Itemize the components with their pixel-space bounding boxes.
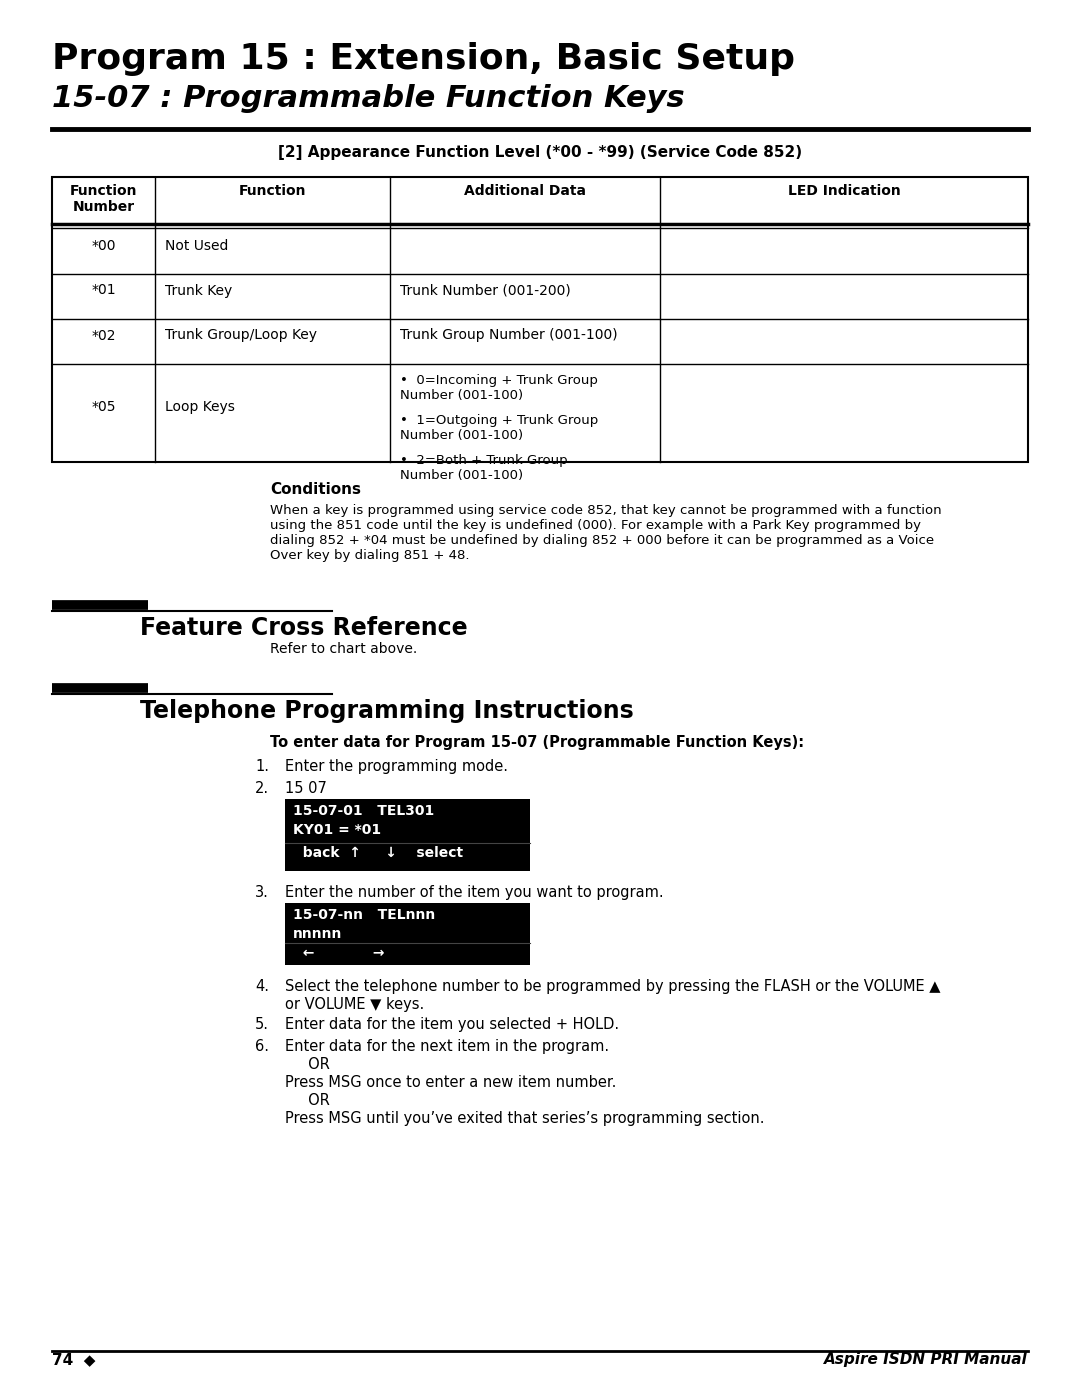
Text: 2.: 2. xyxy=(255,781,269,796)
Text: Loop Keys: Loop Keys xyxy=(165,400,234,414)
Text: Trunk Group/Loop Key: Trunk Group/Loop Key xyxy=(165,328,318,342)
Text: nnnnn: nnnnn xyxy=(293,928,342,942)
Text: Function
Number: Function Number xyxy=(70,184,137,214)
Text: Program 15 : Extension, Basic Setup: Program 15 : Extension, Basic Setup xyxy=(52,42,795,75)
Text: To enter data for Program 15-07 (Programmable Function Keys):: To enter data for Program 15-07 (Program… xyxy=(270,735,805,750)
Bar xyxy=(285,902,530,965)
Text: Function: Function xyxy=(239,184,307,198)
Text: ←            →: ← → xyxy=(293,946,384,960)
Text: Press MSG until you’ve exited that series’s programming section.: Press MSG until you’ve exited that serie… xyxy=(285,1111,765,1126)
Text: 3.: 3. xyxy=(255,886,269,900)
Text: •  1=Outgoing + Trunk Group
Number (001-100): • 1=Outgoing + Trunk Group Number (001-1… xyxy=(400,414,598,441)
Text: KY01 = *01: KY01 = *01 xyxy=(293,823,381,837)
Text: Feature Cross Reference: Feature Cross Reference xyxy=(140,616,468,640)
Text: Select the telephone number to be programmed by pressing the FLASH or the VOLUME: Select the telephone number to be progra… xyxy=(285,979,941,995)
Text: 15-07 : Programmable Function Keys: 15-07 : Programmable Function Keys xyxy=(52,84,685,113)
Text: 5.: 5. xyxy=(255,1017,269,1032)
Text: Enter the number of the item you want to program.: Enter the number of the item you want to… xyxy=(285,886,663,900)
Text: [2] Appearance Function Level (*00 - *99) (Service Code 852): [2] Appearance Function Level (*00 - *99… xyxy=(278,145,802,161)
Text: 1.: 1. xyxy=(255,759,269,774)
Text: Trunk Group Number (001-100): Trunk Group Number (001-100) xyxy=(400,328,618,342)
Text: •  2=Both + Trunk Group
Number (001-100): • 2=Both + Trunk Group Number (001-100) xyxy=(400,454,568,482)
Text: *05: *05 xyxy=(91,400,116,414)
Text: OR: OR xyxy=(285,1092,329,1108)
Text: Refer to chart above.: Refer to chart above. xyxy=(270,643,417,657)
Text: Telephone Programming Instructions: Telephone Programming Instructions xyxy=(140,698,634,724)
Text: Conditions: Conditions xyxy=(270,482,361,497)
Text: *02: *02 xyxy=(91,328,116,342)
Text: Enter data for the next item in the program.: Enter data for the next item in the prog… xyxy=(285,1039,609,1053)
Text: LED Indication: LED Indication xyxy=(787,184,901,198)
Text: Additional Data: Additional Data xyxy=(464,184,586,198)
Text: 15 07: 15 07 xyxy=(285,781,327,796)
Text: 6.: 6. xyxy=(255,1039,269,1053)
Text: 15-07-nn   TELnnn: 15-07-nn TELnnn xyxy=(293,908,435,922)
Text: Trunk Key: Trunk Key xyxy=(165,284,232,298)
Text: 74  ◆: 74 ◆ xyxy=(52,1352,95,1368)
Bar xyxy=(52,177,1028,462)
Text: 15-07-01   TEL301: 15-07-01 TEL301 xyxy=(293,805,434,819)
Text: •  0=Incoming + Trunk Group
Number (001-100): • 0=Incoming + Trunk Group Number (001-1… xyxy=(400,374,598,402)
Text: When a key is programmed using service code 852, that key cannot be programmed w: When a key is programmed using service c… xyxy=(270,504,942,562)
Text: *00: *00 xyxy=(91,239,116,253)
Bar xyxy=(285,799,530,870)
Text: 4.: 4. xyxy=(255,979,269,995)
Text: Not Used: Not Used xyxy=(165,239,228,253)
Text: Enter data for the item you selected + HOLD.: Enter data for the item you selected + H… xyxy=(285,1017,619,1032)
Text: Aspire ISDN PRI Manual: Aspire ISDN PRI Manual xyxy=(824,1352,1028,1368)
Text: Trunk Number (001-200): Trunk Number (001-200) xyxy=(400,284,570,298)
Text: Enter the programming mode.: Enter the programming mode. xyxy=(285,759,508,774)
Text: or VOLUME ▼ keys.: or VOLUME ▼ keys. xyxy=(285,997,424,1011)
Text: Press MSG once to enter a new item number.: Press MSG once to enter a new item numbe… xyxy=(285,1076,617,1090)
Text: OR: OR xyxy=(285,1058,329,1071)
Text: back  ↑     ↓    select: back ↑ ↓ select xyxy=(293,847,463,861)
Text: *01: *01 xyxy=(91,284,116,298)
